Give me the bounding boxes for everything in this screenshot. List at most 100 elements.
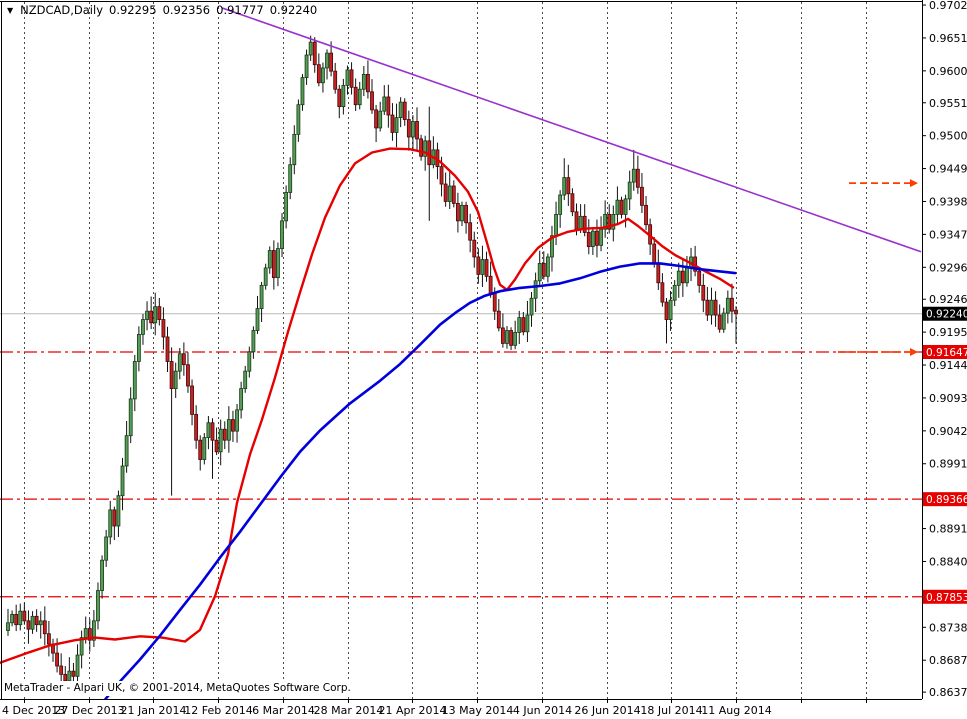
y-tick-label: 0.86375	[929, 686, 967, 699]
candle-bear	[194, 413, 199, 441]
alert-arrow-head	[910, 179, 918, 188]
candle-bull	[668, 299, 673, 320]
candle-bear	[165, 336, 170, 362]
candles	[6, 35, 738, 696]
candle-bear	[500, 327, 505, 344]
time-grid	[24, 2, 867, 699]
y-tick-label: 0.91955	[929, 326, 967, 339]
candle-bear	[63, 673, 68, 682]
candle-bull	[529, 297, 534, 316]
candle-bear	[492, 293, 497, 312]
candle-bull	[300, 77, 305, 106]
plot-frame	[0, 0, 923, 700]
candle-bull	[480, 259, 485, 275]
candle-bear	[222, 428, 227, 441]
candle-bear	[464, 204, 468, 224]
quote-bar: ▼ NZDCAD,Daily 0.92295 0.92356 0.91777 0.9224…	[7, 3, 317, 17]
candle-bull	[145, 310, 149, 320]
candle-bull	[721, 312, 726, 330]
current-price-text: 0.92240	[926, 309, 967, 321]
ma-slow-blue-line[interactable]	[103, 262, 737, 702]
candle-bull	[554, 213, 558, 237]
level-lines[interactable]	[0, 351, 922, 598]
candle-bull	[398, 101, 403, 119]
candle-bear	[157, 306, 162, 320]
candle-bear	[468, 222, 473, 241]
candle-bear	[329, 52, 334, 72]
symbol-dropdown-icon[interactable]: ▼	[7, 6, 14, 15]
symbol-timeframe-label: NZDCAD,Daily	[20, 3, 103, 17]
x-tick-label: 21 Apr 2014	[378, 704, 446, 717]
candle-bull	[100, 559, 104, 591]
candle-bull	[104, 536, 109, 561]
candle-bear	[635, 168, 640, 188]
candle-bull	[517, 317, 522, 333]
candle-bull	[280, 220, 284, 249]
level-price-box	[923, 492, 967, 507]
level-price-text: 0.87853	[926, 592, 967, 604]
candle-bear	[664, 301, 669, 320]
candle-bull	[676, 270, 681, 286]
candle-bull	[623, 198, 628, 215]
candle-bear	[439, 166, 444, 185]
candle-bull	[292, 133, 297, 166]
x-tick-label: 26 Jun 2014	[574, 704, 640, 717]
candle-bear	[455, 203, 460, 222]
candle-bull	[251, 330, 256, 353]
y-tick-label: 0.92465	[929, 293, 967, 306]
candle-bull	[341, 84, 346, 108]
candle-bear	[582, 215, 587, 233]
candle-bear	[169, 361, 174, 389]
candle-bear	[660, 282, 665, 303]
candle-bull	[116, 495, 121, 527]
candle-bull	[177, 353, 182, 372]
x-tick-label: 28 Mar 2014	[314, 704, 384, 717]
candle-bull	[378, 110, 383, 129]
candle-bear	[680, 270, 685, 284]
candle-bull	[284, 192, 289, 222]
y-tick-label: 0.97025	[929, 0, 967, 12]
candle-bull	[267, 250, 272, 269]
candle-bear	[509, 330, 513, 346]
candle-bear	[701, 284, 706, 301]
candle-bull	[562, 177, 567, 196]
candle-bear	[656, 263, 661, 284]
candle-bull	[288, 164, 293, 193]
candle-bear	[496, 310, 501, 329]
candle-bear	[586, 232, 591, 248]
ma-fast-red-line[interactable]	[0, 147, 735, 664]
candle-bull	[67, 670, 72, 682]
candle-bear	[402, 101, 407, 120]
candle-bull	[136, 333, 141, 362]
candle-bull	[124, 435, 129, 467]
copyright-label: MetaTrader - Alpari UK, © 2001-2014, Met…	[2, 681, 355, 696]
candle-bull	[599, 228, 603, 246]
quote-high: 0.92356	[162, 3, 211, 17]
candle-bear	[42, 620, 47, 635]
candle-bull	[243, 370, 248, 389]
candle-bear	[406, 119, 411, 138]
quote-low: 0.91777	[216, 3, 264, 17]
candle-bear	[231, 419, 235, 432]
candle-bear	[71, 670, 76, 677]
y-tick-label: 0.90935	[929, 392, 967, 405]
candle-bull	[91, 620, 96, 641]
descending-trendline[interactable]	[221, 7, 922, 253]
candle-bear	[484, 259, 489, 277]
candle-bear	[595, 230, 599, 246]
candle-bear	[566, 177, 571, 195]
candle-bull	[505, 330, 509, 344]
candle-bear	[353, 86, 358, 106]
candle-bear	[730, 297, 734, 312]
candle-bull	[128, 398, 133, 437]
candle-bull	[296, 104, 301, 135]
